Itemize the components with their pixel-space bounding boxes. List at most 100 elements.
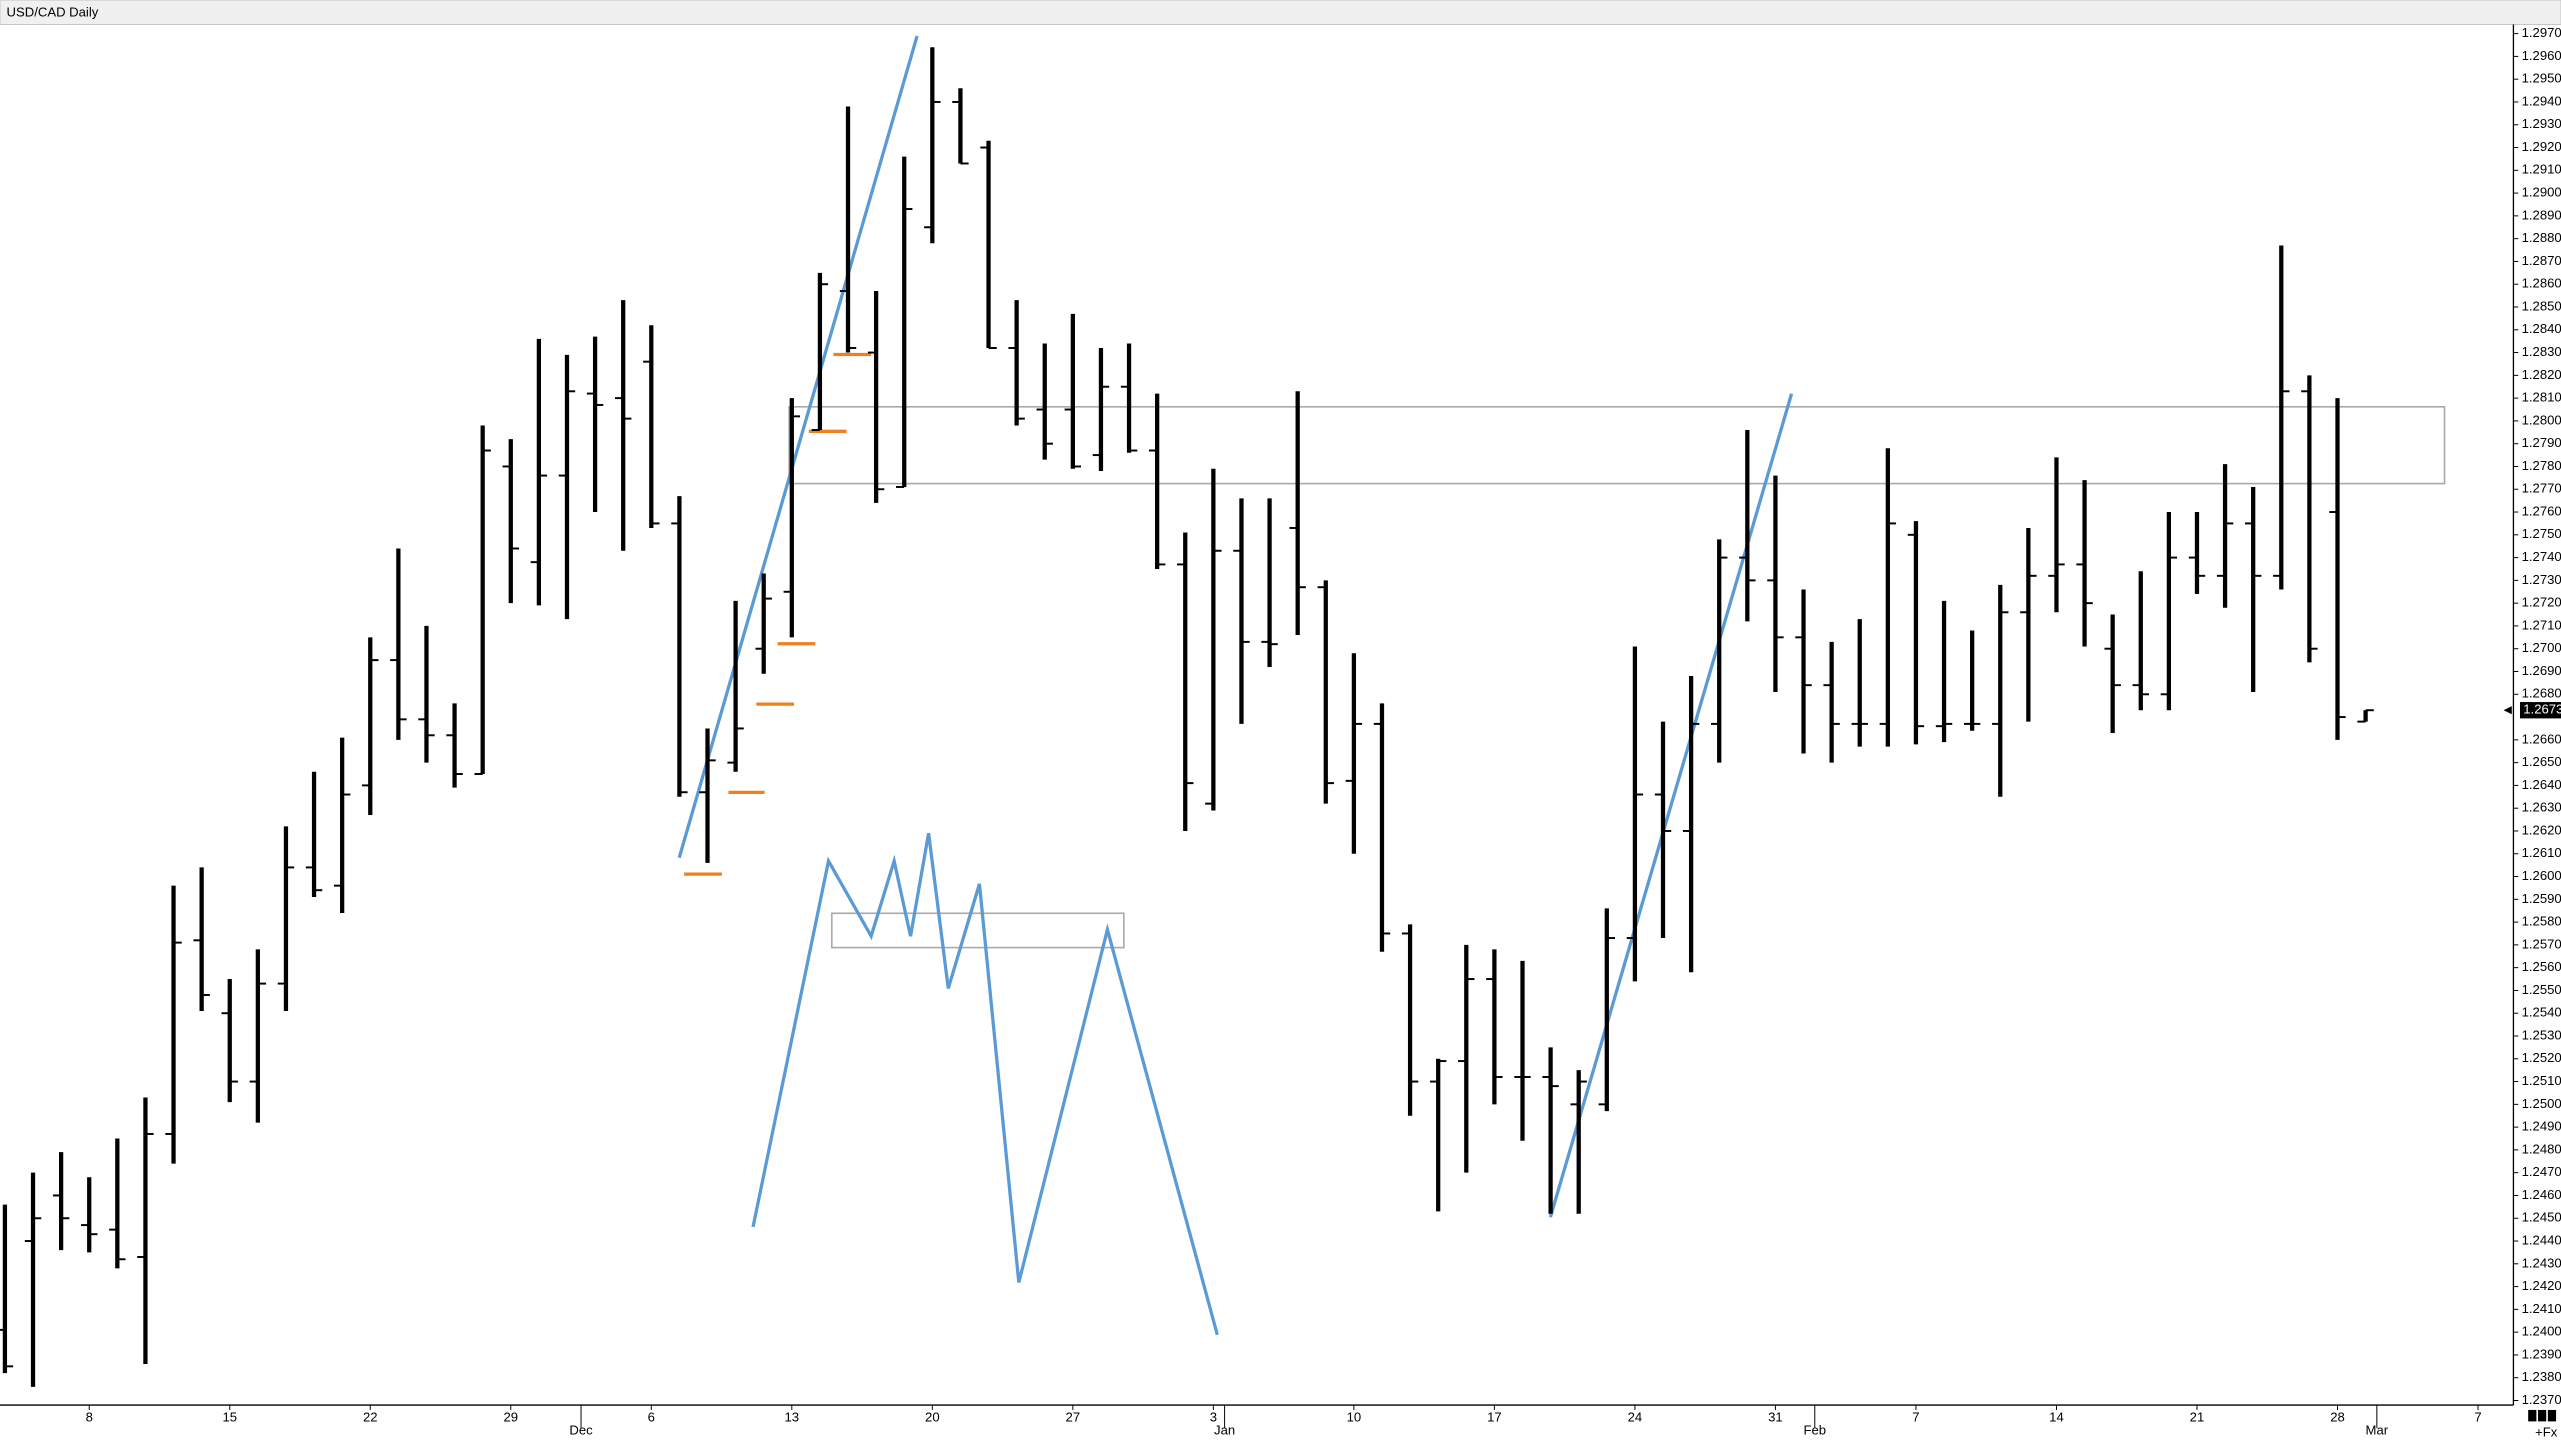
y-tick-label: 1.2620 [2522, 822, 2561, 837]
x-tick-label: 28 [2330, 1410, 2345, 1425]
y-tick-label: 1.2960 [2522, 48, 2561, 63]
y-tick-label: 1.2600 [2522, 868, 2561, 883]
y-tick-label: 1.2810 [2522, 390, 2561, 405]
x-tick-label: 21 [2190, 1410, 2205, 1425]
y-tick-label: 1.2610 [2522, 845, 2561, 860]
y-tick-label: 1.2450 [2522, 1210, 2561, 1225]
x-tick-label: 31 [1768, 1410, 1783, 1425]
x-tick-label: 7 [1912, 1410, 1919, 1425]
month-label: Mar [2366, 1423, 2389, 1438]
y-tick-label: 1.2940 [2522, 93, 2561, 108]
y-tick-label: 1.2490 [2522, 1119, 2561, 1134]
resistance-zone [788, 405, 2446, 485]
y-tick-label: 1.2660 [2522, 731, 2561, 746]
x-tick-label: 10 [1347, 1410, 1362, 1425]
y-tick-label: 1.2920 [2522, 139, 2561, 154]
x-tick-label: 17 [1487, 1410, 1502, 1425]
y-tick-label: 1.2380 [2522, 1369, 2561, 1384]
y-tick-label: 1.2560 [2522, 959, 2561, 974]
pattern-zone [830, 912, 1125, 949]
y-tick-label: 1.2700 [2522, 640, 2561, 655]
month-label: Jan [1214, 1423, 1235, 1438]
header-bar [0, 0, 2561, 25]
y-tick-label: 1.2930 [2522, 116, 2561, 131]
last-price-arrow [2503, 706, 2512, 715]
y-tick-label: 1.2430 [2522, 1255, 2561, 1270]
x-tick-label: 29 [503, 1410, 518, 1425]
y-tick-label: 1.2870 [2522, 253, 2561, 268]
y-tick-label: 1.2400 [2522, 1324, 2561, 1339]
y-tick-label: 1.2550 [2522, 982, 2561, 997]
y-tick-label: 1.2630 [2522, 800, 2561, 815]
icon [2547, 1409, 2557, 1422]
x-tick-label: 24 [1628, 1410, 1643, 1425]
y-tick-label: 1.2460 [2522, 1187, 2561, 1202]
y-tick-label: 1.2570 [2522, 936, 2561, 951]
y-tick-label: 1.2800 [2522, 412, 2561, 427]
y-tick-label: 1.2740 [2522, 549, 2561, 564]
y-tick-label: 1.2730 [2522, 572, 2561, 587]
y-tick-label: 1.2750 [2522, 526, 2561, 541]
x-tick-label: 6 [648, 1410, 655, 1425]
x-tick-label: 14 [2049, 1410, 2064, 1425]
icon [2528, 1409, 2537, 1422]
y-tick-label: 1.2770 [2522, 481, 2561, 496]
y-tick-label: 1.2850 [2522, 298, 2561, 313]
last-price-box [2519, 702, 2561, 719]
trend-line [1548, 393, 1794, 1218]
y-tick-label: 1.2820 [2522, 367, 2561, 382]
y-tick-label: 1.2370 [2522, 1392, 2561, 1407]
y-tick-label: 1.2650 [2522, 754, 2561, 769]
y-tick-label: 1.2890 [2522, 207, 2561, 222]
y-tick-label: 1.2410 [2522, 1301, 2561, 1316]
y-tick-label: 1.2420 [2522, 1278, 2561, 1293]
x-tick-label: 15 [222, 1410, 237, 1425]
month-label: Dec [569, 1423, 593, 1438]
footer-icons [2528, 1409, 2557, 1422]
x-tick-label: 7 [2474, 1410, 2481, 1425]
y-tick-label: 1.2590 [2522, 891, 2561, 906]
y-tick-label: 1.2710 [2522, 617, 2561, 632]
y-tick-label: 1.2840 [2522, 321, 2561, 336]
y-tick-label: 1.2540 [2522, 1005, 2561, 1020]
y-tick-label: 1.2900 [2522, 185, 2561, 200]
y-tick-label: 1.2580 [2522, 914, 2561, 929]
last-price-label: 1.2673 [2523, 702, 2561, 717]
x-tick-label: 20 [925, 1410, 940, 1425]
y-tick-label: 1.2520 [2522, 1050, 2561, 1065]
x-tick-label: 27 [1066, 1410, 1081, 1425]
y-tick-label: 1.2480 [2522, 1141, 2561, 1156]
y-tick-label: 1.2440 [2522, 1233, 2561, 1248]
y-tick-label: 1.2970 [2522, 25, 2561, 40]
trend-line [677, 35, 919, 859]
y-tick-label: 1.2390 [2522, 1346, 2561, 1361]
y-tick-label: 1.2530 [2522, 1027, 2561, 1042]
y-tick-label: 1.2680 [2522, 686, 2561, 701]
y-tick-label: 1.2640 [2522, 777, 2561, 792]
chart-title: USD/CAD Daily [7, 5, 99, 20]
y-tick-label: 1.2470 [2522, 1164, 2561, 1179]
footer-label: +Fx [2535, 1424, 2558, 1439]
zigzag-pattern [751, 832, 1219, 1336]
step-markers [684, 352, 872, 876]
y-tick-label: 1.2720 [2522, 595, 2561, 610]
y-tick-label: 1.2860 [2522, 276, 2561, 291]
icon [2538, 1409, 2547, 1422]
drawings [677, 35, 2446, 1336]
y-tick-label: 1.2510 [2522, 1073, 2561, 1088]
x-tick-label: 22 [363, 1410, 378, 1425]
x-tick-label: 3 [1210, 1410, 1217, 1425]
y-tick-label: 1.2760 [2522, 503, 2561, 518]
y-tick-label: 1.2790 [2522, 435, 2561, 450]
price-bars [0, 47, 2374, 1387]
y-tick-label: 1.2500 [2522, 1096, 2561, 1111]
x-tick-label: 8 [86, 1410, 93, 1425]
x-tick-label: 13 [785, 1410, 800, 1425]
y-tick-label: 1.2880 [2522, 230, 2561, 245]
y-tick-label: 1.2910 [2522, 162, 2561, 177]
y-tick-label: 1.2830 [2522, 344, 2561, 359]
y-tick-label: 1.2690 [2522, 663, 2561, 678]
month-label: Feb [1803, 1423, 1826, 1438]
